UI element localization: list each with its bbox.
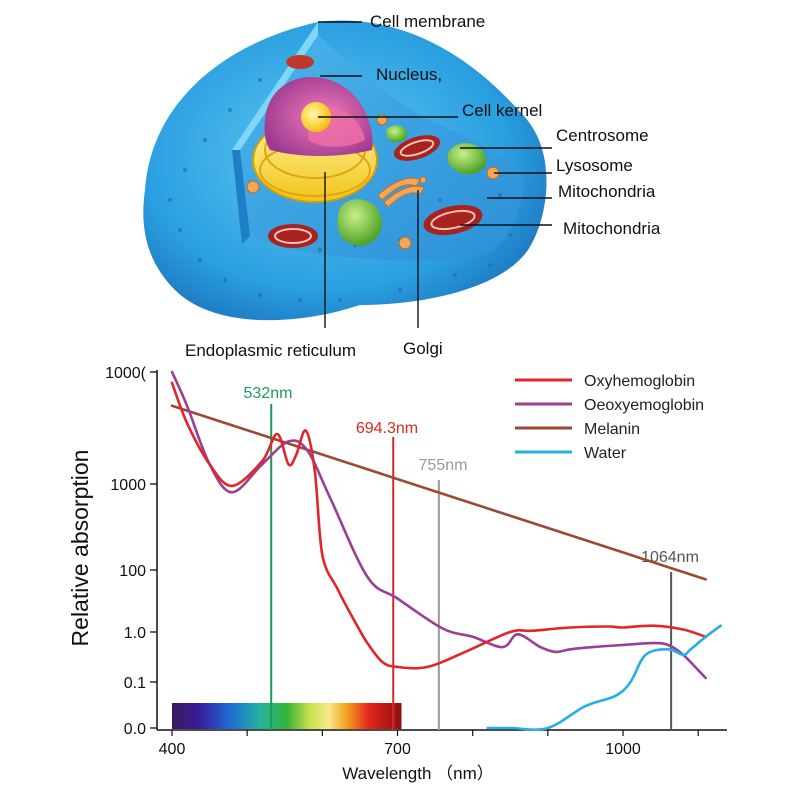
label-endoplasmic-reticulum: Endoplasmic reticulum (185, 341, 356, 360)
wavelength-markers: 532nm 694.3nm 755nm 1064nm (244, 385, 699, 730)
cell-kernel (301, 102, 331, 132)
marker-label-532nm: 532nm (244, 385, 293, 402)
y-ticks: 0.0 0.1 1.0 100 1000 1000( (105, 365, 157, 738)
marker-label-755nm: 755nm (419, 457, 468, 474)
label-golgi: Golgi (403, 339, 443, 358)
mitochondria (268, 55, 483, 248)
y-tick-label: 1.0 (124, 625, 146, 642)
legend-label-water: Water (584, 445, 627, 462)
membrane-cut (232, 150, 250, 244)
series-line-oxyhemoglobin (170, 381, 707, 670)
x-ticks: 400 700 1000 (159, 730, 699, 758)
x-axis-title: Wavelength （nm） (342, 764, 493, 783)
golgi (377, 176, 427, 208)
y-tick-label: 1000( (105, 365, 147, 382)
series-line-oeoxyemoglobin (170, 370, 707, 680)
leader-lines (318, 21, 552, 328)
label-mitochondria-1: Mitochondria (558, 182, 656, 201)
centrosome-bodies (337, 125, 487, 246)
label-nucleus: Nucleus, (376, 65, 442, 84)
y-tick-label: 0.0 (124, 721, 146, 738)
membrane-edge (232, 22, 318, 150)
absorption-chart: 532nm 694.3nm 755nm 1064nm 0.0 0.1 1.0 100 1000… (67, 365, 727, 783)
series-line-melanin (170, 404, 708, 581)
y-tick-label: 1000 (110, 477, 146, 494)
marker-label-694.3nm: 694.3nm (356, 420, 418, 437)
label-cell-membrane: Cell membrane (370, 12, 485, 31)
x-tick-label: 700 (384, 741, 411, 758)
legend-label-oxyhemoglobin: Oxyhemoglobin (584, 373, 695, 390)
legend-label-oeoxyemoglobin: Oeoxyemoglobin (584, 397, 704, 414)
y-axis-title: Relative absorption (67, 450, 93, 647)
label-lysosome: Lysosome (556, 156, 633, 175)
chart-axes (156, 370, 727, 731)
y-tick-label: 0.1 (124, 675, 146, 692)
cell-illustration (143, 20, 547, 321)
label-mitochondria-2: Mitochondria (563, 219, 661, 238)
x-tick-label: 1000 (605, 741, 641, 758)
label-cell-kernel: Cell kernel (462, 101, 542, 120)
legend: Oxyhemoglobin Oeoxyemoglobin Melanin Water (515, 373, 704, 462)
visible-spectrum-band (172, 703, 402, 729)
y-tick-label: 100 (119, 563, 146, 580)
x-tick-label: 400 (159, 741, 186, 758)
series-line-water (486, 624, 722, 731)
label-centrosome: Centrosome (556, 126, 649, 145)
chart-series (170, 370, 722, 731)
legend-label-melanin: Melanin (584, 421, 640, 438)
cytoplasm-dots (168, 78, 512, 302)
marker-label-1064nm: 1064nm (641, 549, 699, 566)
